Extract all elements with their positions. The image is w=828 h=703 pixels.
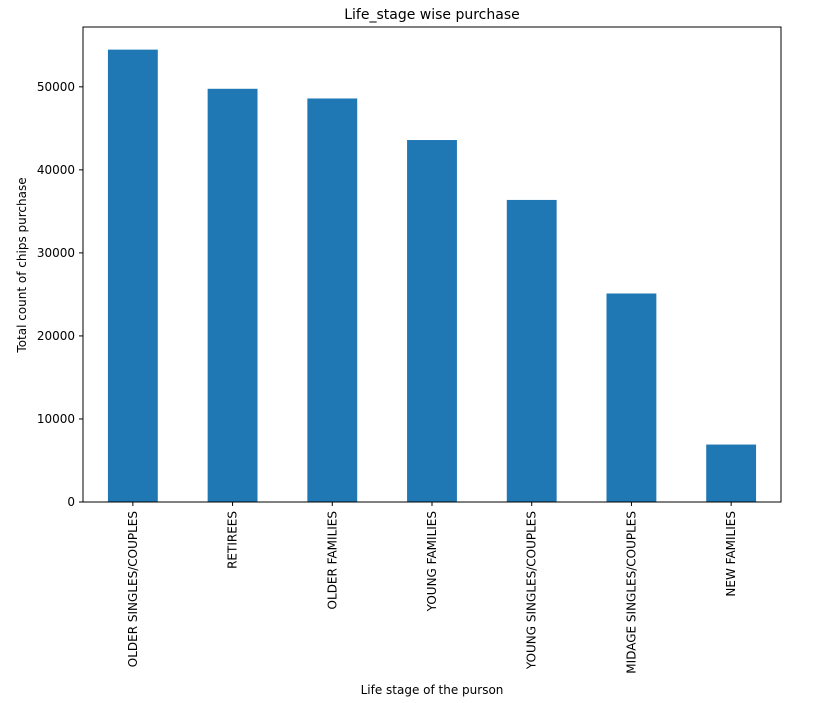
y-tick-label: 40000 (37, 163, 75, 177)
x-tick-label: OLDER FAMILIES (325, 511, 339, 609)
bar (207, 88, 258, 502)
chart-title: Life_stage wise purchase (344, 7, 520, 23)
bar (107, 49, 158, 502)
bar (407, 140, 457, 502)
bar (307, 98, 358, 503)
x-tick-label: RETIREES (226, 511, 240, 569)
y-axis-title: Total count of chips purchase (15, 177, 29, 353)
y-tick-label: 30000 (37, 246, 75, 260)
y-tick-label: 20000 (37, 329, 75, 343)
bar (506, 199, 557, 502)
y-tick-label: 10000 (37, 412, 75, 426)
x-tick-label: YOUNG SINGLES/COUPLES (525, 511, 539, 670)
bar (606, 293, 657, 502)
bar (706, 444, 757, 502)
bars-group (107, 49, 757, 503)
y-tick-label: 50000 (37, 80, 75, 94)
x-axis: OLDER SINGLES/COUPLES RETIREES OLDER FAMIL… (126, 502, 738, 674)
x-tick-label: MIDAGE SINGLES/COUPLES (624, 511, 638, 674)
x-tick-label: YOUNG FAMILIES (425, 511, 439, 612)
y-axis: 0 10000 20000 30000 40000 50000 (37, 80, 83, 509)
x-axis-title: Life stage of the purson (361, 683, 504, 697)
x-tick-label: OLDER SINGLES/COUPLES (126, 511, 140, 667)
x-tick-label: NEW FAMILIES (724, 511, 738, 597)
y-tick-label: 0 (67, 495, 75, 509)
